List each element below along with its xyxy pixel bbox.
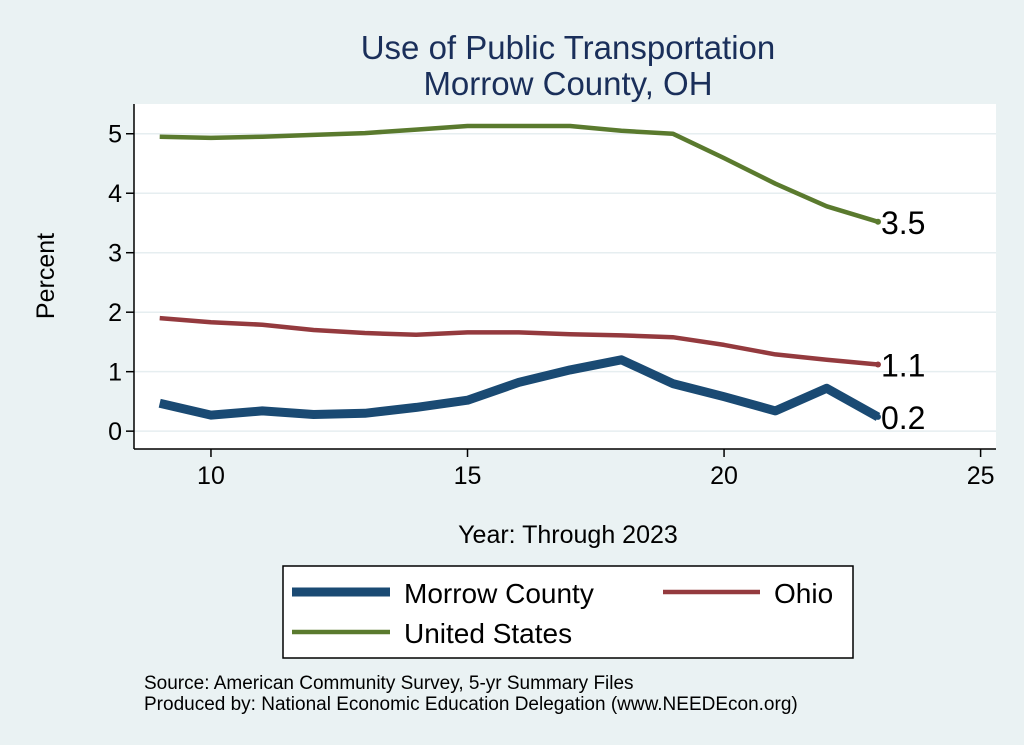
y-axis-label: Percent <box>32 233 60 319</box>
legend-box <box>282 565 854 659</box>
series-end-point-united-states <box>874 218 881 225</box>
x-tick-label-25: 25 <box>967 462 995 490</box>
series-line-united-states <box>159 123 879 224</box>
axes: 0 1 2 3 4 5 10 15 20 25 <box>108 104 996 490</box>
chart-title-line-1: Use of Public Transportation <box>361 29 776 66</box>
x-tick-label-10: 10 <box>197 462 225 490</box>
legend-label-ohio: Ohio <box>774 578 833 609</box>
series-end-point-morrow-county <box>874 413 881 420</box>
legend: Morrow County Ohio United States <box>282 565 854 659</box>
y-tick-label-5: 5 <box>108 121 122 149</box>
end-labels: 3.5 1.1 0.2 <box>881 205 925 436</box>
series-end-point-ohio <box>874 361 881 368</box>
x-axis-label: Year: Through 2023 <box>458 521 678 549</box>
end-label-morrow-county: 0.2 <box>881 400 925 436</box>
y-tick-label-0: 0 <box>108 418 122 446</box>
series-group <box>158 123 881 421</box>
end-label-ohio: 1.1 <box>881 348 925 384</box>
source-note: Source: American Community Survey, 5-yr … <box>144 673 634 694</box>
y-tick-label-1: 1 <box>108 359 122 387</box>
plot-area <box>134 104 996 449</box>
gridlines <box>134 132 996 432</box>
chart-title-line-2: Morrow County, OH <box>423 65 712 102</box>
end-label-united-states: 3.5 <box>881 205 925 241</box>
series-line-ohio <box>159 315 879 367</box>
legend-label-united-states: United States <box>404 618 572 649</box>
y-tick-label-2: 2 <box>108 299 122 327</box>
y-tick-label-4: 4 <box>108 180 122 208</box>
series-line-morrow-county <box>158 355 881 421</box>
x-tick-label-15: 15 <box>454 462 482 490</box>
producer-note: Produced by: National Economic Education… <box>144 694 798 715</box>
legend-label-morrow-county: Morrow County <box>404 578 594 609</box>
y-tick-label-3: 3 <box>108 240 122 268</box>
x-tick-label-20: 20 <box>710 462 738 490</box>
